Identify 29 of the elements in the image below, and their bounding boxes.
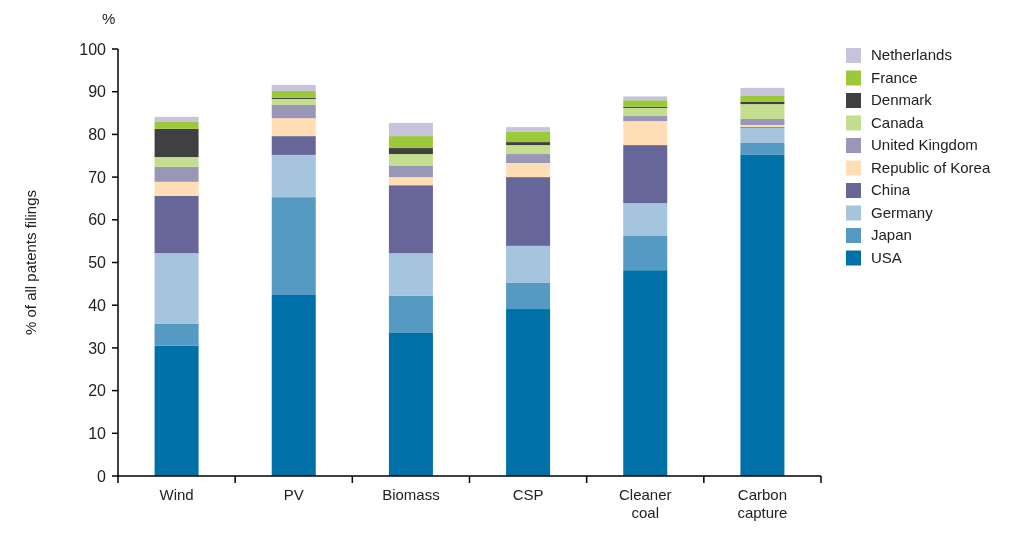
x-tick-label: Cleaner coal	[618, 486, 672, 521]
legend-label: Germany	[871, 203, 934, 221]
x-tick-label: PV	[283, 486, 304, 503]
y-tick-label: 40	[88, 296, 107, 314]
y-tick-label: 50	[88, 254, 107, 272]
y-axis-title: % of all patents filings	[22, 189, 39, 336]
y-tick-label: 0	[97, 467, 107, 485]
legend-label: Netherlands	[871, 46, 952, 64]
y-tick-label: 20	[88, 382, 107, 400]
text: %	[102, 10, 116, 27]
legend-label: Denmark	[871, 91, 933, 109]
x-tick-label: Carbon capture	[737, 486, 788, 521]
x-tick-label: Biomass	[382, 486, 440, 503]
y-tick-label: 80	[88, 126, 107, 143]
legend-label: China	[871, 181, 911, 199]
x-tick-label: CSP	[512, 486, 544, 503]
y-tick-label: 70	[88, 168, 107, 186]
y-tick-label: 30	[88, 339, 107, 357]
y-tick-label: 10	[88, 424, 107, 442]
legend-label: Republic of Korea	[871, 158, 991, 176]
y-tick-label: 90	[88, 83, 107, 101]
legend-label: USA	[871, 248, 902, 266]
legend-label: France	[871, 68, 918, 86]
x-tick-label: Wind	[159, 486, 194, 503]
legend-label: Japan	[871, 226, 912, 244]
legend-label: Canada	[871, 113, 925, 131]
legend-label: United Kingdom	[871, 136, 978, 154]
y-tick-label: 60	[88, 211, 107, 229]
y-tick-label: 100	[79, 40, 107, 58]
